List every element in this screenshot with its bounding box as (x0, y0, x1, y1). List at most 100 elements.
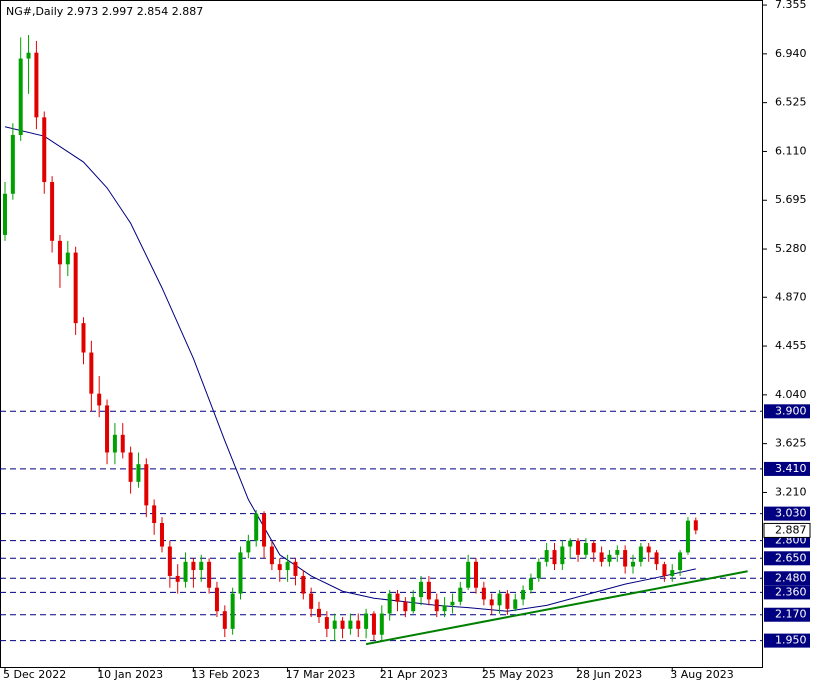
candle-body (591, 543, 596, 553)
candle-body (693, 520, 698, 531)
candle-body (230, 593, 235, 629)
candle-body (583, 543, 588, 555)
level-box (764, 461, 810, 476)
candle-body (152, 505, 157, 524)
y-tick-label: 3.210 (775, 485, 807, 498)
candle-body (324, 617, 329, 629)
candle-body (678, 552, 683, 571)
candle-body (364, 613, 369, 629)
candle-body (207, 561, 212, 588)
candle-body (214, 587, 219, 612)
level-label: 2.480 (775, 571, 807, 584)
level-label: 3.030 (775, 507, 807, 520)
y-tick-label: 6.940 (775, 47, 807, 60)
y-tick-label: 6.110 (775, 144, 807, 157)
level-label: 3.900 (775, 404, 807, 417)
candle-body (419, 581, 424, 598)
x-tick-label: 13 Feb 2023 (191, 668, 259, 681)
level-box (764, 585, 810, 600)
candle-body (97, 393, 102, 406)
candle-body (371, 613, 376, 635)
candle-body (112, 434, 117, 453)
candle-body (136, 464, 141, 482)
candle-body (18, 58, 23, 135)
candle-body (670, 570, 675, 576)
candle-body (34, 52, 39, 118)
y-tick-label: 3.625 (775, 437, 807, 450)
y-tick-label: 5.695 (775, 193, 807, 206)
candle-body (403, 601, 408, 612)
candle-body (442, 605, 447, 612)
level-label: 3.410 (775, 462, 807, 475)
x-tick-label: 28 Jun 2023 (576, 668, 642, 681)
candle-body (293, 561, 298, 576)
plot-frame (0, 0, 763, 668)
candle-body (128, 452, 133, 482)
candle-body (269, 546, 274, 565)
candle-body (426, 581, 431, 600)
candle-body (560, 546, 565, 565)
candle-body (144, 464, 149, 506)
chart-title: NG#,Daily 2.973 2.997 2.854 2.887 (6, 5, 203, 18)
candle-body (638, 546, 643, 562)
candle-body (26, 52, 31, 59)
candle-body (222, 611, 227, 629)
candle-body (552, 550, 557, 565)
candle-body (356, 620, 361, 629)
candle-body (662, 564, 667, 576)
candle-body (568, 540, 573, 547)
candle-body (3, 193, 7, 235)
candle-body (544, 550, 549, 562)
candle-body (89, 352, 94, 394)
level-label: 1.950 (775, 634, 807, 647)
candle-body (120, 434, 125, 453)
candle-body (301, 575, 306, 594)
candle-body (57, 240, 62, 265)
x-tick-label: 5 Dec 2022 (3, 668, 66, 681)
y-tick-label: 4.455 (775, 339, 807, 352)
candle-body (623, 550, 628, 567)
candle-body (309, 593, 314, 609)
level-box (764, 404, 810, 419)
candle-body (285, 561, 290, 571)
candle-body (65, 252, 70, 265)
candle-body (379, 613, 384, 635)
candle-body (458, 587, 463, 602)
candle-body (81, 323, 86, 353)
candle-body (607, 554, 612, 562)
candle-body (175, 575, 180, 582)
candle-body (411, 597, 416, 612)
y-tick-label: 5.280 (775, 242, 807, 255)
candle-body (160, 523, 164, 547)
candle-body (262, 513, 267, 547)
last-price-box (763, 522, 811, 538)
level-label: 2.360 (775, 585, 807, 598)
y-tick-label: 4.040 (775, 388, 807, 401)
x-tick-label: 21 Apr 2023 (380, 668, 448, 681)
level-label: 2.650 (775, 551, 807, 564)
candle-body (528, 578, 533, 591)
candle-body (395, 593, 400, 602)
candle-body (576, 540, 581, 555)
candle-body (246, 540, 251, 553)
x-tick-label: 10 Jan 2023 (97, 668, 163, 681)
candle-body (10, 134, 15, 194)
level-box (764, 571, 810, 586)
candle-body (505, 593, 510, 609)
candle-body (167, 546, 172, 576)
candle-body (340, 620, 345, 629)
candle-body (521, 590, 526, 600)
candle-body (654, 552, 659, 565)
candle-body (73, 252, 78, 324)
candle-body (474, 561, 478, 588)
level-box (764, 633, 810, 648)
candle-body (332, 620, 337, 629)
candle-body (348, 620, 353, 629)
last-price-label: 2.887 (775, 523, 807, 536)
x-tick-label: 25 May 2023 (482, 668, 554, 681)
level-label: 2.170 (775, 608, 807, 621)
trendline (365, 570, 748, 646)
candle-body (481, 587, 486, 600)
moving-average (4, 126, 696, 612)
